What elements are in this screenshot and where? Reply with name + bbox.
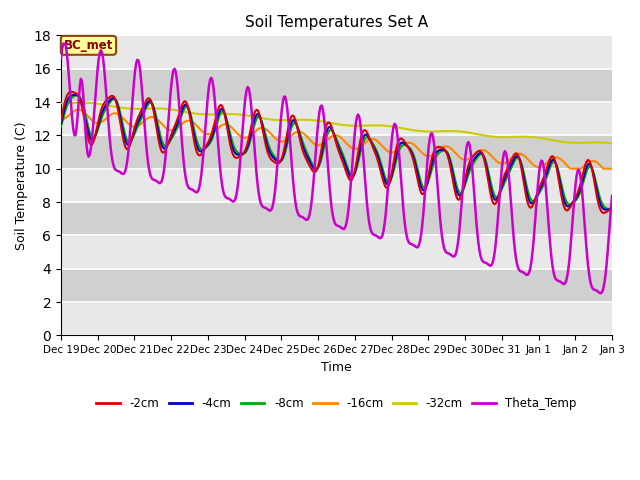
Theta_Temp: [356, 120, 364, 126]
-4cm: [356, 144, 364, 150]
Bar: [61, 202, 612, 235]
-2cm: [596, 205, 604, 211]
-4cm: [603, 207, 611, 213]
Theta_Temp: [60, 41, 67, 47]
Line: -2cm: -2cm: [61, 92, 612, 213]
-32cm: [608, 141, 616, 146]
-2cm: [57, 118, 65, 124]
-2cm: [323, 121, 331, 127]
-16cm: [75, 107, 83, 112]
-32cm: [387, 123, 394, 129]
Legend: -2cm, -4cm, -8cm, -16cm, -32cm, Theta_Temp: -2cm, -4cm, -8cm, -16cm, -32cm, Theta_Te…: [92, 392, 582, 415]
Bar: [61, 168, 612, 202]
Bar: [61, 36, 612, 69]
-16cm: [608, 166, 616, 171]
-8cm: [323, 132, 331, 138]
Theta_Temp: [323, 153, 331, 158]
-32cm: [57, 100, 65, 106]
-4cm: [387, 178, 394, 184]
-16cm: [320, 140, 328, 146]
-2cm: [600, 210, 608, 216]
-32cm: [510, 134, 518, 140]
-4cm: [72, 92, 79, 97]
-8cm: [606, 206, 614, 212]
Line: -32cm: -32cm: [61, 103, 612, 144]
X-axis label: Time: Time: [321, 360, 352, 374]
-32cm: [320, 119, 328, 124]
Theta_Temp: [320, 114, 328, 120]
Theta_Temp: [510, 236, 518, 242]
-4cm: [323, 127, 331, 133]
-16cm: [387, 149, 394, 155]
Line: -8cm: -8cm: [61, 96, 612, 209]
Y-axis label: Soil Temperature (C): Soil Temperature (C): [15, 121, 28, 250]
-8cm: [73, 93, 81, 98]
Theta_Temp: [387, 156, 394, 162]
Theta_Temp: [608, 193, 616, 199]
Bar: [61, 135, 612, 168]
-32cm: [356, 123, 364, 129]
-2cm: [67, 89, 75, 95]
-8cm: [510, 159, 518, 165]
-8cm: [596, 195, 604, 201]
-2cm: [608, 204, 616, 209]
-4cm: [596, 200, 604, 205]
-16cm: [510, 153, 518, 159]
-32cm: [323, 120, 331, 125]
Bar: [61, 102, 612, 135]
Theta_Temp: [57, 55, 65, 61]
-4cm: [510, 156, 518, 162]
-16cm: [57, 117, 65, 122]
Title: Soil Temperatures Set A: Soil Temperatures Set A: [245, 15, 428, 30]
-4cm: [320, 140, 328, 146]
Text: BC_met: BC_met: [64, 39, 113, 52]
Theta_Temp: [596, 290, 604, 296]
-4cm: [57, 121, 65, 127]
-2cm: [387, 178, 394, 184]
Line: Theta_Temp: Theta_Temp: [61, 44, 612, 293]
Line: -16cm: -16cm: [61, 109, 612, 168]
-2cm: [356, 138, 364, 144]
-8cm: [387, 179, 394, 184]
-8cm: [57, 123, 65, 129]
Theta_Temp: [597, 290, 605, 296]
Bar: [61, 69, 612, 102]
-4cm: [608, 204, 616, 210]
-2cm: [320, 133, 328, 139]
-32cm: [78, 100, 86, 106]
-16cm: [597, 163, 605, 169]
Bar: [61, 302, 612, 336]
Bar: [61, 235, 612, 269]
-2cm: [510, 153, 518, 158]
Bar: [61, 269, 612, 302]
Line: -4cm: -4cm: [61, 95, 612, 210]
-8cm: [320, 145, 328, 151]
-16cm: [323, 137, 331, 143]
-32cm: [596, 140, 604, 145]
-8cm: [356, 150, 364, 156]
-16cm: [568, 166, 575, 171]
-8cm: [608, 205, 616, 211]
-16cm: [356, 144, 364, 150]
